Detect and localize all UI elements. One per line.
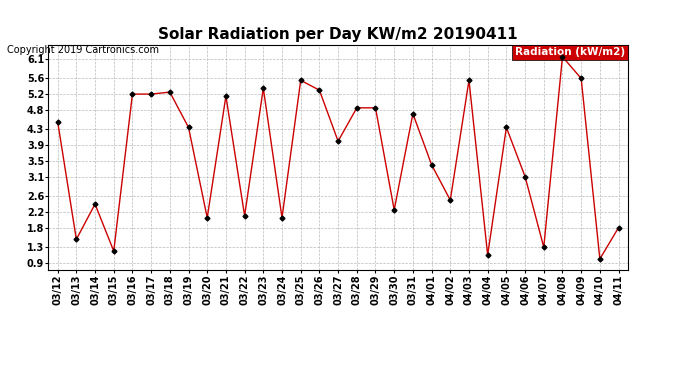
Text: Radiation (kW/m2): Radiation (kW/m2) xyxy=(515,47,625,57)
Text: Copyright 2019 Cartronics.com: Copyright 2019 Cartronics.com xyxy=(7,45,159,55)
Title: Solar Radiation per Day KW/m2 20190411: Solar Radiation per Day KW/m2 20190411 xyxy=(158,27,518,42)
